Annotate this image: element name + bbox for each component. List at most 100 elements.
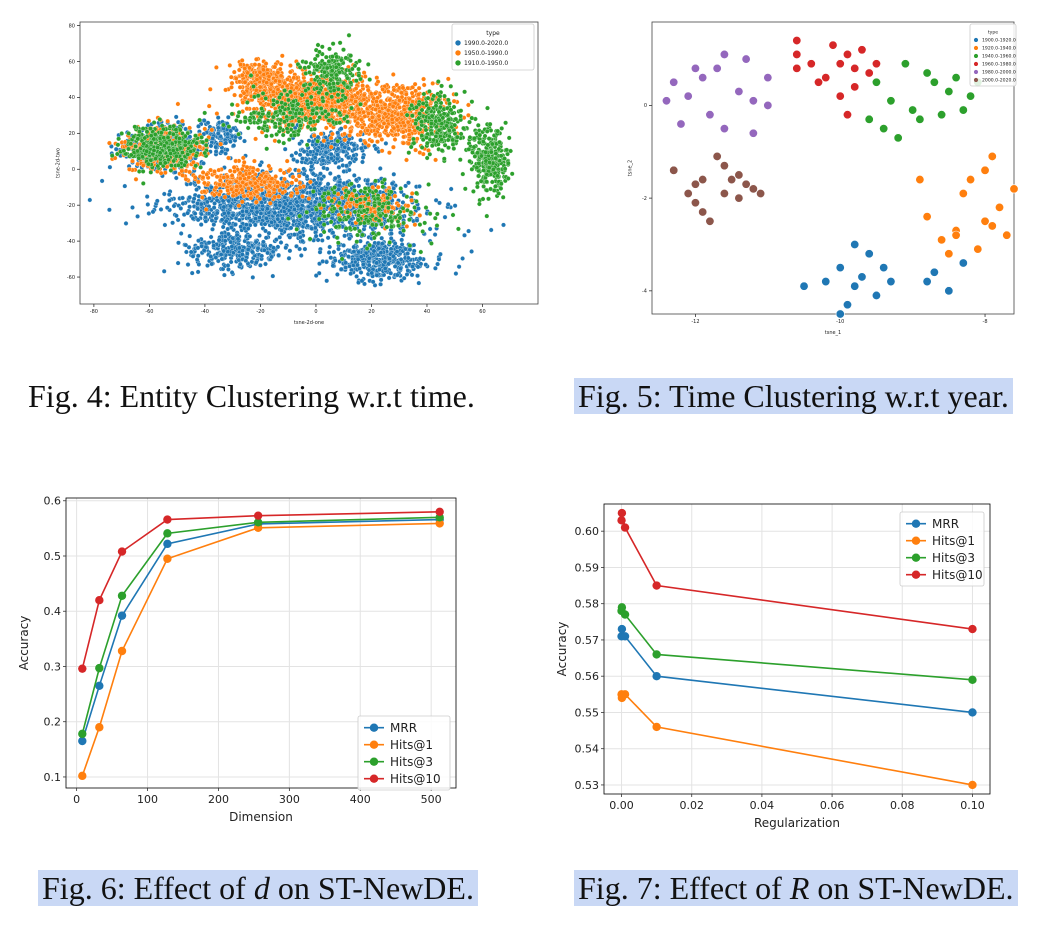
fig4-point xyxy=(237,261,243,267)
fig4-point xyxy=(346,146,352,151)
fig4-point xyxy=(130,158,135,164)
fig4-point xyxy=(318,171,323,177)
fig4-point xyxy=(328,144,334,150)
fig4-point xyxy=(403,246,408,252)
fig4-point xyxy=(375,79,381,85)
fig4-point xyxy=(287,248,293,254)
fig4-point xyxy=(372,132,378,137)
fig4-point xyxy=(170,220,175,226)
fig4-point xyxy=(107,140,112,146)
fig4-point xyxy=(192,211,198,216)
fig4-point xyxy=(330,230,336,236)
fig4-point xyxy=(289,153,295,158)
fig4-point xyxy=(400,85,406,91)
fig4-point xyxy=(384,124,390,130)
fig4-xtick-label-0: -80 xyxy=(90,309,98,315)
fig4-point xyxy=(219,256,225,262)
fig4-point xyxy=(401,140,406,146)
fig4-point xyxy=(197,144,203,150)
fig4-point xyxy=(390,253,396,259)
fig4-point xyxy=(324,102,329,108)
fig4-point xyxy=(298,253,304,258)
fig4-point xyxy=(390,103,396,109)
fig4-point xyxy=(392,137,398,142)
fig4-point xyxy=(392,241,398,246)
fig4-point xyxy=(358,145,364,151)
fig4-point xyxy=(211,205,217,211)
fig4-point xyxy=(313,180,319,186)
fig4-point xyxy=(226,198,232,204)
fig4-point xyxy=(174,213,179,219)
fig4-point xyxy=(359,278,365,284)
fig4-point xyxy=(262,221,268,227)
fig4-point xyxy=(154,198,160,204)
fig4-point xyxy=(301,171,307,177)
fig4-point xyxy=(353,177,359,183)
fig4-point xyxy=(319,238,325,243)
fig4-point xyxy=(362,113,368,119)
fig4-point xyxy=(403,183,408,189)
fig4-point xyxy=(107,164,113,170)
fig4-point xyxy=(374,75,380,81)
fig4-point xyxy=(201,118,207,123)
fig4-point xyxy=(342,233,347,239)
fig4-panel: -80 -60 -40 -20 0 20 40 60 -60 -40 -20 0 20 40 60 80 tsn… xyxy=(52,18,542,326)
fig4-point xyxy=(306,138,312,144)
fig4-point xyxy=(361,96,367,102)
fig4-point xyxy=(358,117,364,123)
fig4-point xyxy=(340,149,346,154)
fig4-point xyxy=(377,123,383,129)
fig4-point xyxy=(297,230,303,235)
fig4-point xyxy=(319,186,325,192)
fig4-point xyxy=(405,255,411,261)
fig4-point xyxy=(221,210,227,216)
fig4-point xyxy=(87,197,93,203)
fig4-point xyxy=(224,147,230,153)
fig4-point xyxy=(328,135,334,141)
fig4-point xyxy=(363,140,368,146)
fig4-point xyxy=(391,125,397,131)
fig4-point xyxy=(107,207,112,213)
fig4-point xyxy=(257,215,262,220)
fig4-point xyxy=(383,141,389,146)
fig4-point xyxy=(207,196,212,201)
fig4-point xyxy=(293,150,299,156)
fig4-point xyxy=(190,253,196,259)
fig4-point xyxy=(409,90,415,96)
fig4-point xyxy=(214,111,220,116)
fig4-point xyxy=(347,236,352,241)
fig4-point xyxy=(178,206,184,211)
fig4-point xyxy=(332,175,338,181)
fig4-point xyxy=(371,248,377,254)
fig4-point xyxy=(360,125,365,130)
fig4-point xyxy=(146,211,152,216)
fig4-point xyxy=(272,138,278,144)
fig4-point xyxy=(284,223,290,228)
fig4-point xyxy=(216,237,222,243)
fig4-point xyxy=(220,224,226,230)
fig4-point xyxy=(175,217,181,223)
fig4-point xyxy=(365,87,371,93)
fig4-point xyxy=(235,102,240,108)
fig4-point xyxy=(209,218,215,223)
fig4-point xyxy=(213,216,219,221)
fig4-point xyxy=(395,260,401,266)
fig4-point xyxy=(466,102,471,108)
fig4-point xyxy=(413,147,418,153)
fig4-point xyxy=(336,186,342,192)
fig4-point xyxy=(435,261,440,267)
fig4-point xyxy=(250,275,256,280)
fig4-point xyxy=(211,243,217,249)
fig4-point xyxy=(379,148,385,154)
fig4-point xyxy=(209,261,215,267)
fig4-point xyxy=(375,103,380,108)
fig4-point xyxy=(235,236,241,242)
fig4-point xyxy=(275,223,280,229)
fig4-point xyxy=(415,264,421,270)
fig4-point xyxy=(403,100,408,105)
fig4-point xyxy=(189,270,195,276)
fig4-point xyxy=(374,260,380,266)
fig4-point xyxy=(183,242,189,248)
fig4-point xyxy=(245,247,251,252)
fig4-point xyxy=(437,200,442,206)
